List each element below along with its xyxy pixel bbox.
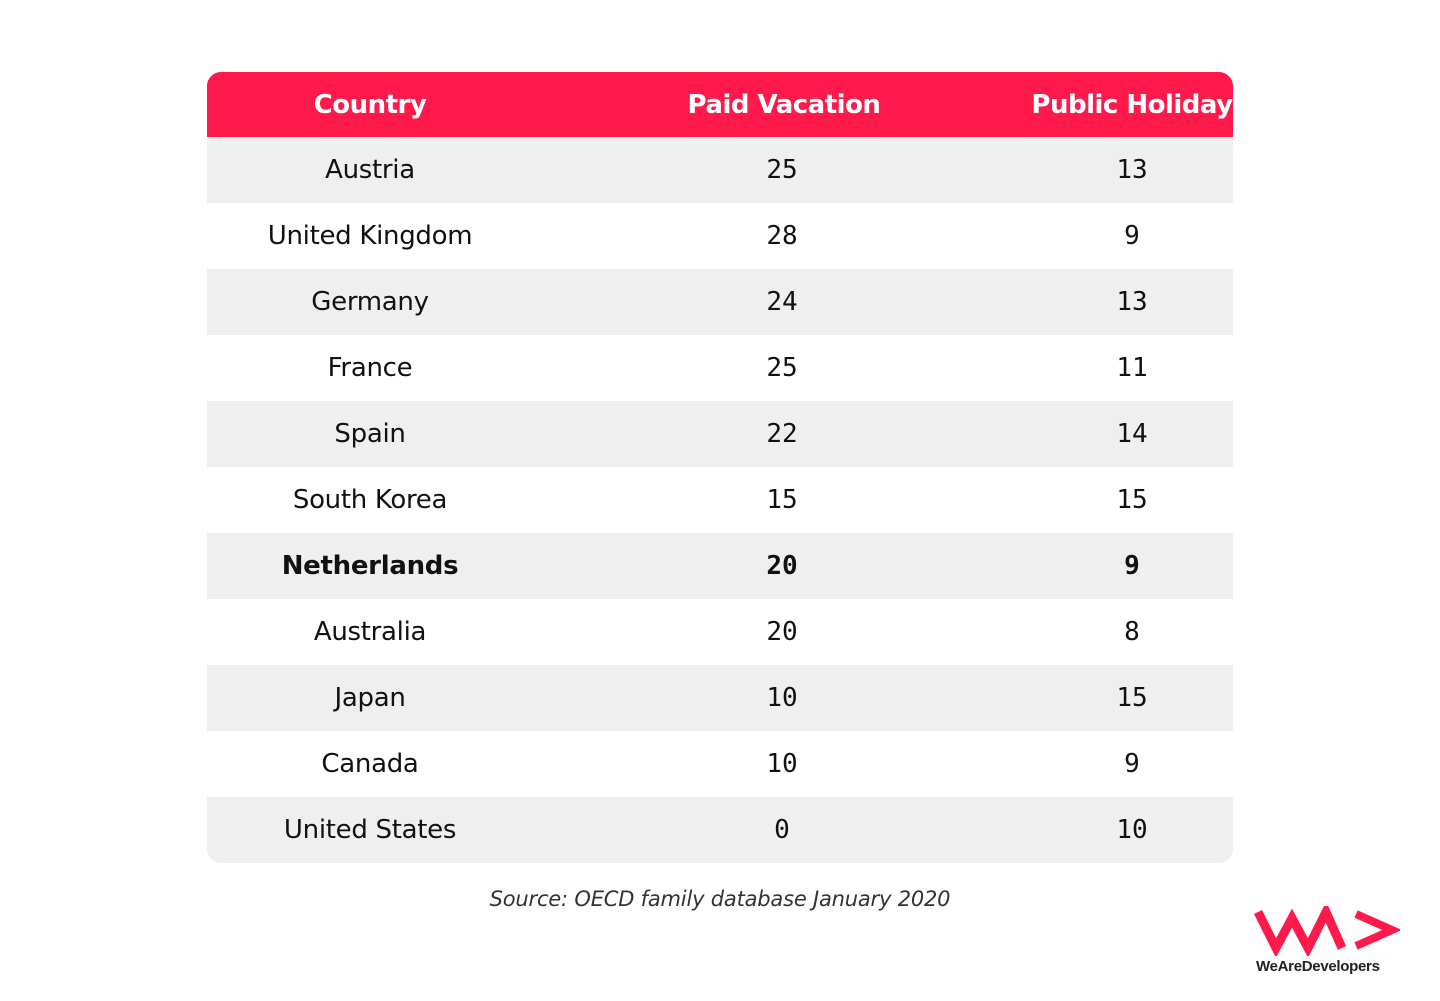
paid-vacation-cell: 10: [766, 749, 798, 779]
public-holiday-cell: 13: [1116, 287, 1148, 317]
public-holiday-cell: 9: [1124, 551, 1140, 581]
public-holiday-cell: 9: [1124, 749, 1140, 779]
vacation-table: Country Paid Vacation Public Holiday Aus…: [207, 72, 1233, 863]
paid-vacation-cell: 20: [766, 617, 798, 647]
table-row: Germany 24 13: [207, 269, 1233, 335]
table-row: France 25 11: [207, 335, 1233, 401]
table-row: Canada 10 9: [207, 731, 1233, 797]
country-cell: United Kingdom: [267, 221, 473, 251]
public-holiday-cell: 15: [1116, 485, 1148, 515]
table-row: Japan 10 15: [207, 665, 1233, 731]
table-row: Austria 25 13: [207, 137, 1233, 203]
country-cell: Germany: [311, 287, 429, 317]
country-cell: Austria: [325, 155, 415, 185]
paid-vacation-cell: 15: [766, 485, 798, 515]
public-holiday-cell: 9: [1124, 221, 1140, 251]
public-holiday-cell: 10: [1116, 815, 1148, 845]
country-cell: Canada: [321, 749, 419, 779]
paid-vacation-cell: 20: [766, 551, 798, 581]
paid-vacation-cell: 22: [766, 419, 798, 449]
column-header-paid-vacation: Paid Vacation: [687, 89, 881, 120]
paid-vacation-cell: 0: [774, 815, 790, 845]
country-cell: United States: [283, 815, 457, 845]
table-row: South Korea 15 15: [207, 467, 1233, 533]
paid-vacation-cell: 24: [766, 287, 798, 317]
country-cell: Japan: [334, 683, 406, 713]
logo-wordmark: WeAreDevelopers: [1256, 958, 1380, 975]
paid-vacation-cell: 10: [766, 683, 798, 713]
table-row: United Kingdom 28 9: [207, 203, 1233, 269]
table-row: Australia 20 8: [207, 599, 1233, 665]
table-row: United States 0 10: [207, 797, 1233, 863]
paid-vacation-cell: 25: [766, 353, 798, 383]
public-holiday-cell: 11: [1116, 353, 1148, 383]
column-header-public-holiday: Public Holiday: [1031, 89, 1233, 120]
country-cell: Australia: [313, 617, 427, 647]
public-holiday-cell: 15: [1116, 683, 1148, 713]
country-cell: France: [327, 353, 413, 383]
public-holiday-cell: 8: [1124, 617, 1140, 647]
table-header-row: Country Paid Vacation Public Holiday: [207, 72, 1233, 137]
public-holiday-cell: 13: [1116, 155, 1148, 185]
source-caption: Source: OECD family database January 202…: [489, 887, 951, 911]
wearedevelopers-logo-icon: [1254, 906, 1400, 982]
table-row: Spain 22 14: [207, 401, 1233, 467]
column-header-country: Country: [313, 89, 427, 120]
paid-vacation-cell: 28: [766, 221, 798, 251]
public-holiday-cell: 14: [1116, 419, 1148, 449]
table-row-highlighted: Netherlands 20 9: [207, 533, 1233, 599]
country-cell: Spain: [334, 419, 406, 449]
country-cell: Netherlands: [281, 551, 459, 581]
paid-vacation-cell: 25: [766, 155, 798, 185]
country-cell: South Korea: [292, 485, 448, 515]
